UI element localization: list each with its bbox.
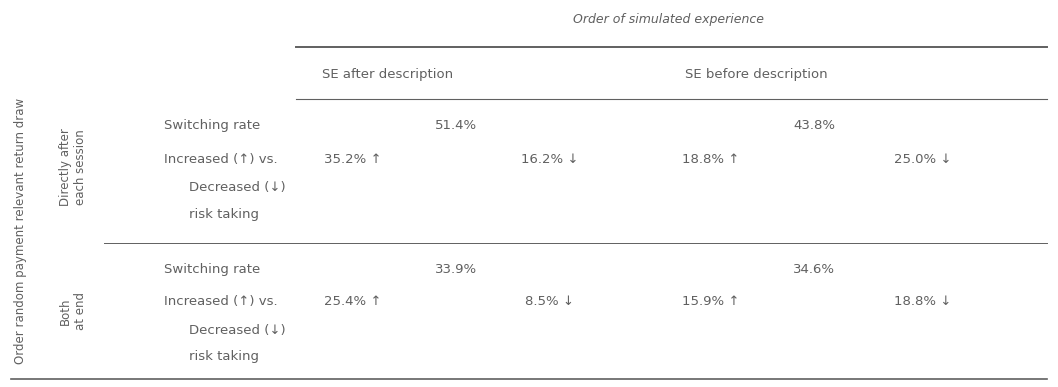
Text: Increased (↑) vs.: Increased (↑) vs.	[164, 295, 277, 308]
Text: 43.8%: 43.8%	[794, 119, 835, 132]
Text: 16.2% ↓: 16.2% ↓	[521, 153, 579, 166]
Text: Decreased (↓): Decreased (↓)	[189, 182, 286, 194]
Text: SE before description: SE before description	[685, 68, 827, 81]
Text: Directly after
each session: Directly after each session	[59, 128, 87, 206]
Text: Both
at end: Both at end	[59, 292, 87, 330]
Text: risk taking: risk taking	[189, 350, 259, 363]
Text: Switching rate: Switching rate	[164, 263, 260, 276]
Text: 8.5% ↓: 8.5% ↓	[525, 295, 574, 308]
Text: 51.4%: 51.4%	[435, 119, 477, 132]
Text: 18.8% ↓: 18.8% ↓	[894, 295, 952, 308]
Text: Decreased (↓): Decreased (↓)	[189, 324, 286, 337]
Text: Increased (↑) vs.: Increased (↑) vs.	[164, 153, 277, 166]
Text: 34.6%: 34.6%	[794, 263, 835, 276]
Text: Switching rate: Switching rate	[164, 119, 260, 132]
Text: SE after description: SE after description	[322, 68, 453, 81]
Text: 35.2% ↑: 35.2% ↑	[324, 153, 382, 166]
Text: 25.0% ↓: 25.0% ↓	[894, 153, 952, 166]
Text: 18.8% ↑: 18.8% ↑	[681, 153, 740, 166]
Text: Order random payment relevant return draw: Order random payment relevant return dra…	[15, 98, 28, 365]
Text: Order of simulated experience: Order of simulated experience	[573, 13, 765, 26]
Text: 15.9% ↑: 15.9% ↑	[681, 295, 740, 308]
Text: 33.9%: 33.9%	[435, 263, 477, 276]
Text: 25.4% ↑: 25.4% ↑	[324, 295, 382, 308]
Text: risk taking: risk taking	[189, 208, 259, 221]
